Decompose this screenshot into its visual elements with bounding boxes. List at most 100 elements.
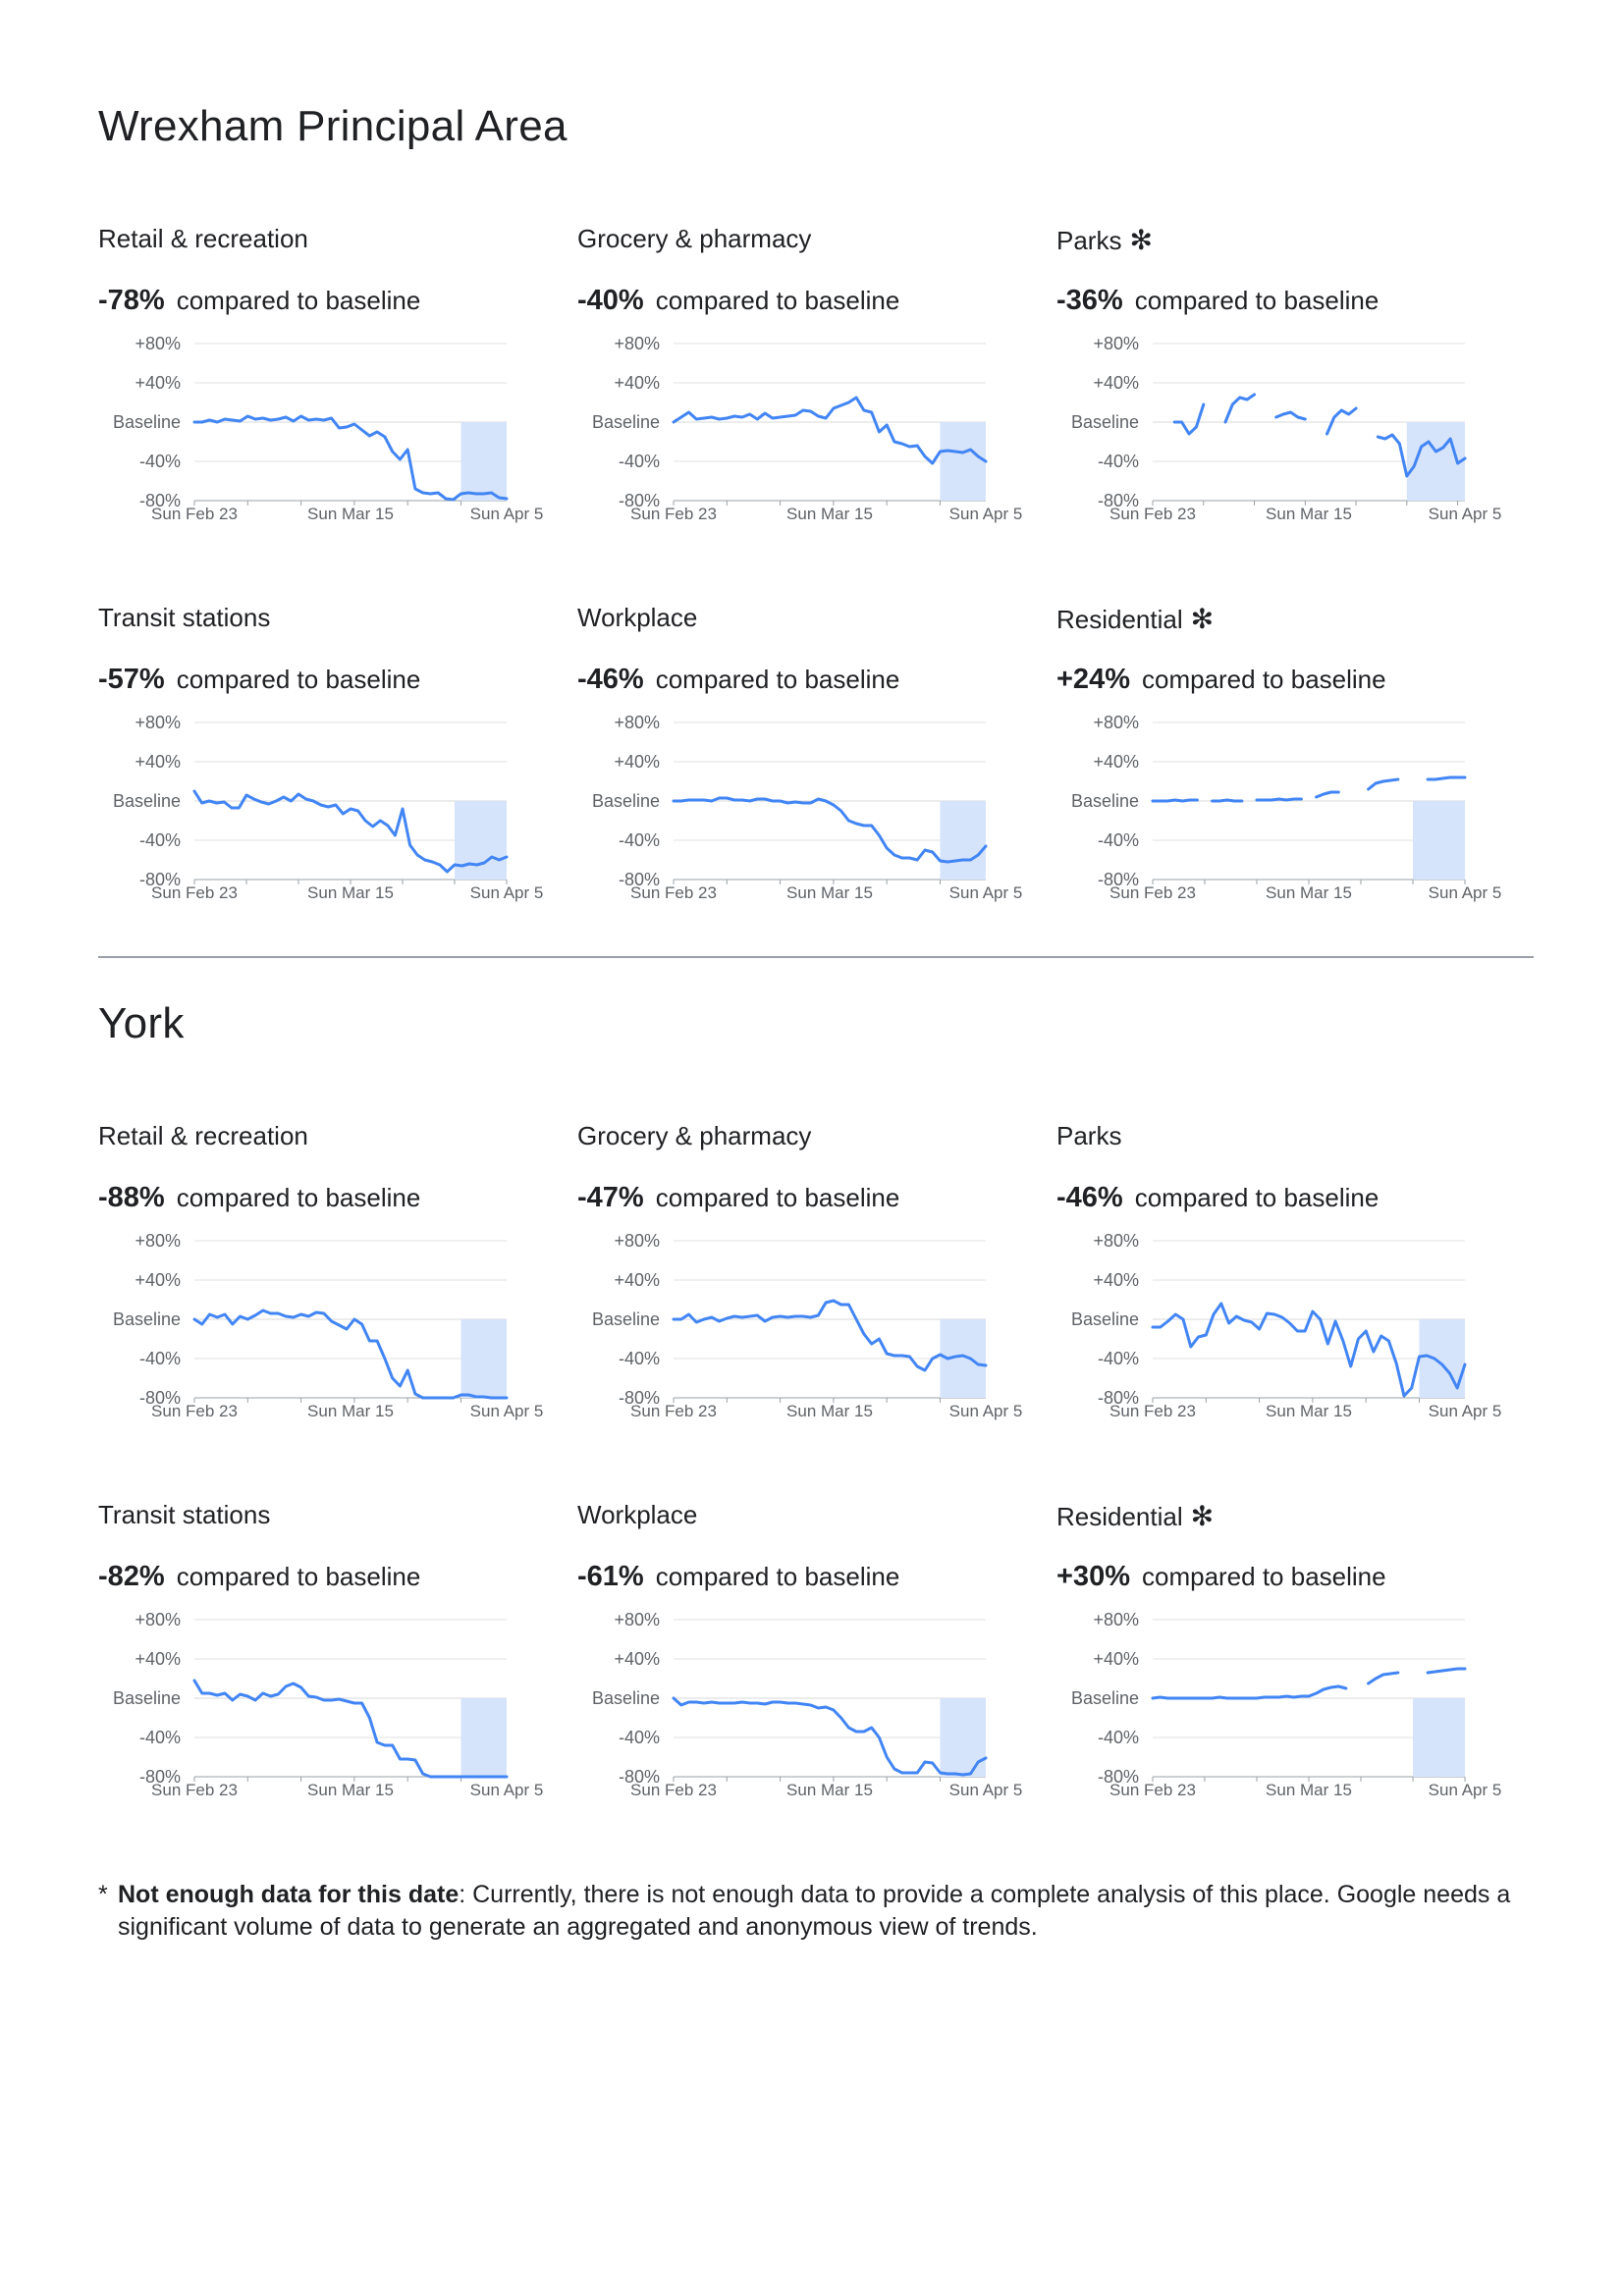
category-title: Parks bbox=[1056, 226, 1122, 255]
category-label: Workplace bbox=[577, 1500, 697, 1530]
y-tick-label: +40% bbox=[1093, 1649, 1139, 1669]
period-shading bbox=[940, 422, 986, 501]
compare-text: compared to baseline bbox=[1134, 286, 1380, 315]
y-tick-label: +40% bbox=[135, 752, 181, 772]
x-tick-label: Sun Feb 23 bbox=[1109, 883, 1196, 902]
line-chart: +80% +40% Baseline -40% -80%Sun Feb 23 Sun Ma… bbox=[1071, 1610, 1501, 1799]
y-tick-label: +80% bbox=[1093, 1231, 1139, 1251]
change-value: -78% bbox=[98, 285, 165, 316]
footnote-text-block: Not enough data for this date: Currently… bbox=[118, 1879, 1512, 1944]
line-chart: +80% +40% Baseline -40% -80%Sun Feb 23 Sun Ma… bbox=[113, 1231, 543, 1420]
x-tick-label: Sun Apr 5 bbox=[1429, 883, 1502, 902]
panel-york-transit-stations: Transit stations -82% compared to baseline… bbox=[98, 1500, 569, 1834]
y-tick-label: +40% bbox=[1093, 1270, 1139, 1290]
y-tick-label: +40% bbox=[135, 1270, 181, 1290]
category-label: Grocery & pharmacy bbox=[577, 1121, 811, 1151]
y-tick-label: +40% bbox=[614, 373, 660, 393]
change-stat: -88% compared to baseline bbox=[98, 1182, 420, 1214]
y-tick-label: Baseline bbox=[113, 791, 181, 811]
y-tick-label: -80% bbox=[619, 491, 660, 510]
x-tick-label: Sun Apr 5 bbox=[949, 1402, 1023, 1420]
change-stat: -36% compared to baseline bbox=[1056, 285, 1379, 317]
panel-york-workplace: Workplace -61% compared to baseline +80% +40… bbox=[577, 1500, 1049, 1834]
period-shading bbox=[455, 801, 507, 880]
x-tick-label: Sun Mar 15 bbox=[1266, 883, 1352, 902]
compare-text: compared to baseline bbox=[176, 1183, 421, 1212]
x-tick-label: Sun Feb 23 bbox=[630, 1402, 717, 1420]
y-tick-label: Baseline bbox=[592, 1688, 660, 1708]
y-tick-label: +40% bbox=[1093, 752, 1139, 772]
line-chart: +80% +40% Baseline -40% -80%Sun Feb 23 Sun Ma… bbox=[1071, 713, 1502, 902]
line-chart: +80% +40% Baseline -40% -80%Sun Feb 23 Sun Ma… bbox=[113, 334, 544, 523]
category-title: Retail & recreation bbox=[98, 1121, 308, 1150]
compare-text: compared to baseline bbox=[176, 286, 421, 315]
line-chart: +80% +40% Baseline -40% -80%Sun Feb 23 Sun Ma… bbox=[1071, 334, 1502, 523]
category-title: Parks bbox=[1056, 1121, 1122, 1150]
series-line bbox=[192, 414, 509, 502]
insufficient-data-asterisk-icon: ✻ bbox=[1190, 604, 1215, 634]
compare-text: compared to baseline bbox=[176, 665, 421, 694]
line-chart: +80% +40% Baseline -40% -80%Sun Feb 23 Sun Ma… bbox=[592, 334, 1023, 523]
x-tick-label: Sun Mar 15 bbox=[307, 505, 394, 523]
y-tick-label: +80% bbox=[614, 713, 660, 732]
compare-text: compared to baseline bbox=[1134, 1183, 1380, 1212]
y-tick-label: +80% bbox=[1093, 713, 1139, 732]
category-label: Transit stations bbox=[98, 1500, 270, 1530]
y-tick-label: -40% bbox=[139, 1349, 181, 1368]
category-label: Residential ✻ bbox=[1056, 1500, 1214, 1532]
y-tick-label: +80% bbox=[135, 1231, 181, 1251]
change-stat: -47% compared to baseline bbox=[577, 1182, 899, 1214]
y-tick-label: -80% bbox=[139, 870, 181, 889]
x-tick-label: Sun Feb 23 bbox=[151, 1402, 238, 1420]
y-tick-label: +80% bbox=[614, 1610, 660, 1629]
x-tick-label: Sun Apr 5 bbox=[949, 505, 1023, 523]
series-line bbox=[1151, 775, 1467, 803]
period-shading bbox=[940, 1698, 986, 1777]
compare-text: compared to baseline bbox=[1141, 665, 1386, 694]
compare-text: compared to baseline bbox=[176, 1562, 421, 1591]
y-tick-label: -80% bbox=[139, 1767, 181, 1787]
panel-york-residential: Residential ✻ +30% compared to baseline +80%… bbox=[1056, 1500, 1528, 1834]
change-stat: -78% compared to baseline bbox=[98, 285, 420, 317]
x-tick-label: Sun Apr 5 bbox=[1429, 505, 1502, 523]
change-value: +24% bbox=[1056, 664, 1130, 695]
x-tick-label: Sun Feb 23 bbox=[630, 883, 717, 902]
period-shading bbox=[460, 1698, 507, 1777]
change-value: -46% bbox=[577, 664, 644, 695]
compare-text: compared to baseline bbox=[655, 1183, 900, 1212]
x-tick-label: Sun Apr 5 bbox=[1429, 1402, 1502, 1420]
x-tick-label: Sun Apr 5 bbox=[949, 1781, 1023, 1799]
y-tick-label: -80% bbox=[1098, 1388, 1139, 1408]
panel-wrexham-parks: Parks ✻ -36% compared to baseline +80% +40% Ba… bbox=[1056, 224, 1528, 558]
y-tick-label: Baseline bbox=[1071, 1309, 1139, 1329]
y-tick-label: -80% bbox=[1098, 1767, 1139, 1787]
y-tick-label: -80% bbox=[139, 1388, 181, 1408]
x-tick-label: Sun Feb 23 bbox=[1109, 505, 1196, 523]
category-title: Workplace bbox=[577, 603, 698, 632]
x-tick-label: Sun Mar 15 bbox=[786, 883, 873, 902]
series-line bbox=[672, 1696, 988, 1777]
y-tick-label: -40% bbox=[619, 452, 660, 471]
compare-text: compared to baseline bbox=[655, 665, 900, 694]
panel-wrexham-retail-and-recreation: Retail & recreation -78% compared to basel… bbox=[98, 224, 569, 558]
category-title: Residential bbox=[1056, 1502, 1183, 1531]
y-tick-label: -40% bbox=[139, 1728, 181, 1747]
change-stat: -82% compared to baseline bbox=[98, 1561, 420, 1593]
change-stat: -57% compared to baseline bbox=[98, 664, 420, 696]
y-tick-label: +80% bbox=[135, 713, 181, 732]
panel-wrexham-residential: Residential ✻ +24% compared to baseline +80%… bbox=[1056, 603, 1528, 936]
y-tick-label: Baseline bbox=[592, 791, 660, 811]
y-tick-label: +40% bbox=[614, 1649, 660, 1669]
period-shading bbox=[460, 1319, 507, 1398]
x-tick-label: Sun Apr 5 bbox=[470, 505, 544, 523]
footnote: * Not enough data for this date: Current… bbox=[98, 1879, 1512, 1944]
series-line bbox=[672, 796, 988, 864]
change-stat: -46% compared to baseline bbox=[1056, 1182, 1379, 1214]
y-tick-label: Baseline bbox=[1071, 412, 1139, 432]
footnote-text: : Currently, there is not enough data to… bbox=[118, 1881, 1511, 1941]
y-tick-label: +80% bbox=[1093, 1610, 1139, 1629]
series-line bbox=[1151, 1667, 1467, 1700]
change-value: -47% bbox=[577, 1182, 644, 1213]
period-shading bbox=[1413, 801, 1465, 880]
category-label: Transit stations bbox=[98, 603, 270, 633]
